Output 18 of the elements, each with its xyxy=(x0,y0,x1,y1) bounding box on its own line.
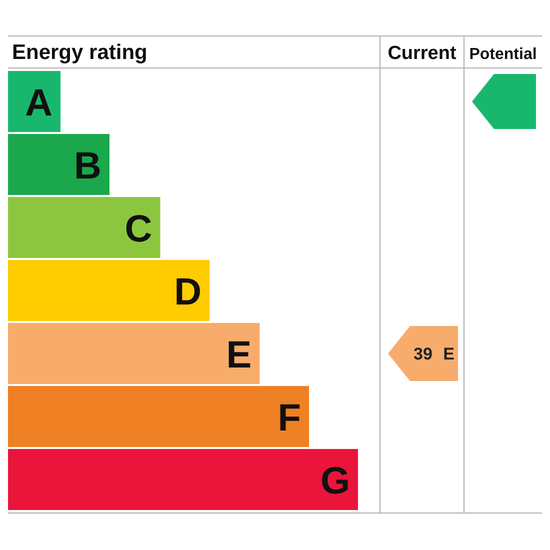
text: 39 E xyxy=(414,344,454,364)
bar xyxy=(8,323,260,384)
text: Current xyxy=(388,43,457,64)
y-tick-label: F xyxy=(278,398,301,440)
y-tick-label: D xyxy=(174,272,202,314)
bar xyxy=(8,197,160,258)
bar xyxy=(8,134,110,195)
bar xyxy=(8,71,60,132)
y-tick-label: B xyxy=(74,146,102,188)
y-tick-label: C xyxy=(124,208,152,250)
y-tick-label: E xyxy=(226,334,252,376)
chart-title: Energy rating xyxy=(12,41,148,64)
y-tick-label: G xyxy=(320,460,350,502)
text: Potential xyxy=(469,46,537,63)
bar xyxy=(8,260,210,321)
bar xyxy=(8,449,358,510)
bar xyxy=(8,386,309,447)
y-tick-label: A xyxy=(25,82,52,124)
